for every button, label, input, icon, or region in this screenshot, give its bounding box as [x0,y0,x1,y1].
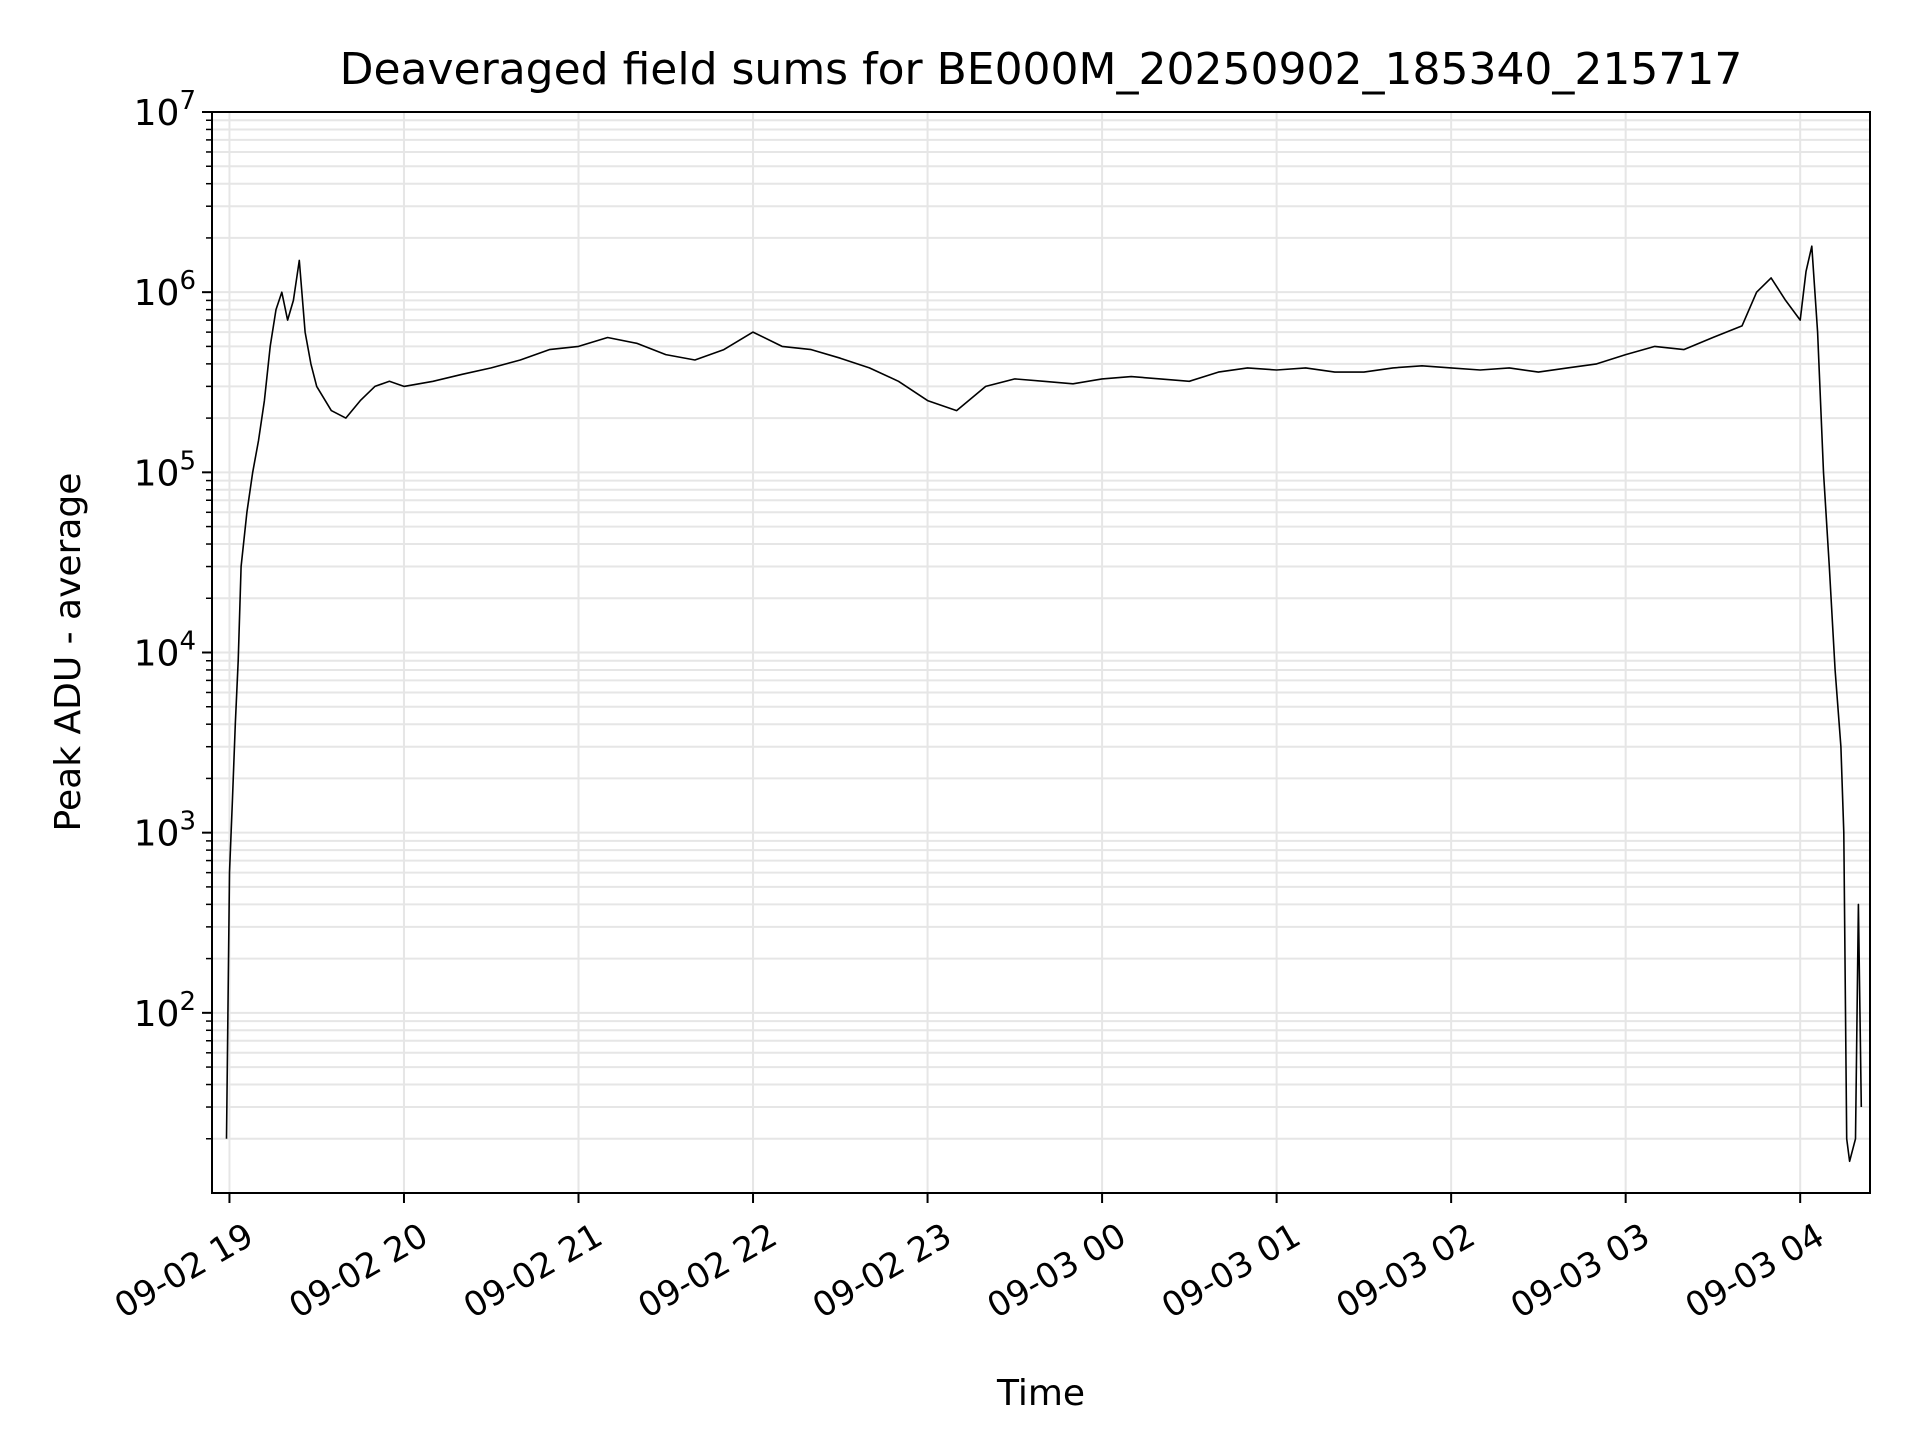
x-tick-label: 09-02 20 [282,1216,434,1327]
series-layer [225,245,1863,1163]
grid-layer [212,112,1870,1194]
chart-title: Deaveraged field sums for BE000M_2025090… [340,44,1743,95]
y-tick-label: 107 [134,86,196,134]
y-tick-label: 103 [134,807,196,855]
x-tick-label: 09-03 03 [1504,1216,1656,1327]
y-tick-label: 104 [134,627,196,675]
x-tick-label: 09-02 22 [632,1216,784,1327]
x-tick-label: 09-03 02 [1330,1216,1482,1327]
x-tick-label: 09-02 19 [108,1216,260,1327]
x-tick-label: 09-03 01 [1155,1216,1307,1327]
series-line [225,245,1863,1163]
x-tick-label: 09-02 23 [806,1216,958,1327]
y-axis-label: Peak ADU - average [48,473,89,832]
x-axis-label: Time [996,1373,1085,1414]
y-tick-label: 106 [134,266,196,314]
x-tick-label: 09-03 00 [981,1216,1133,1327]
x-tick-label: 09-02 21 [457,1216,609,1327]
y-tick-label: 102 [134,987,196,1035]
x-tick-label: 09-03 04 [1679,1216,1831,1327]
y-tick-label: 105 [134,446,196,494]
